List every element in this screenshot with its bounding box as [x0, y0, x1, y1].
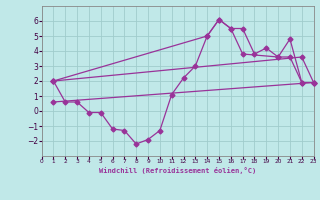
X-axis label: Windchill (Refroidissement éolien,°C): Windchill (Refroidissement éolien,°C)	[99, 167, 256, 174]
